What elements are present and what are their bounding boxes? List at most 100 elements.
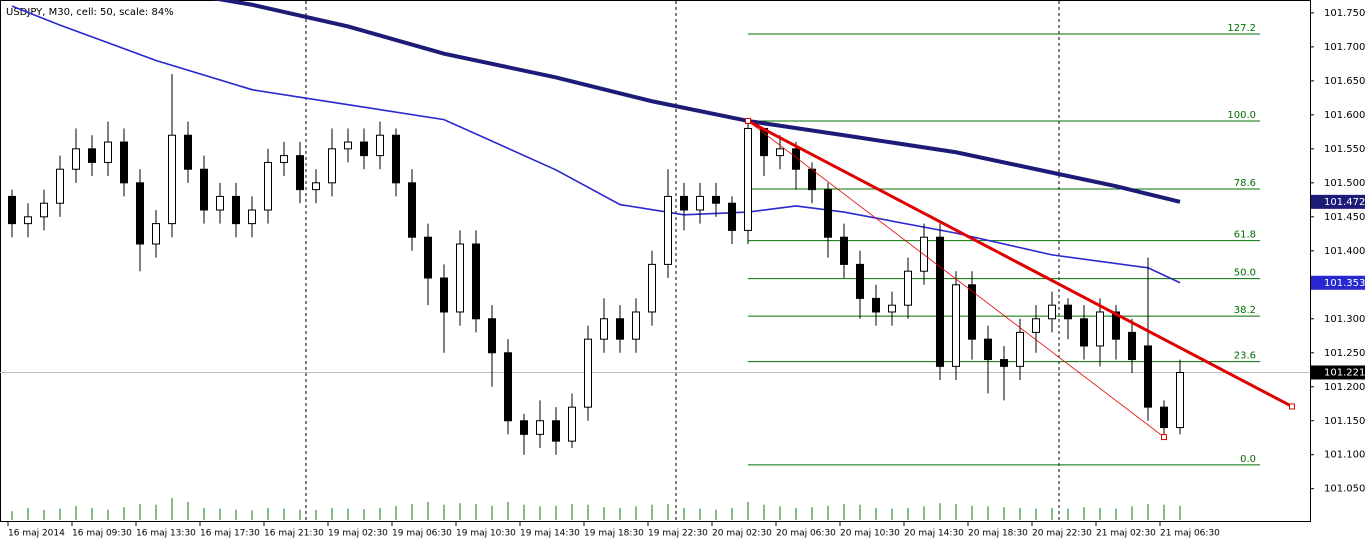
fib-label: 38.2 <box>1234 305 1256 316</box>
fib-label: 61.8 <box>1234 230 1256 241</box>
candle-body <box>168 134 176 225</box>
price-box <box>1311 365 1365 380</box>
candle-body <box>1032 318 1040 333</box>
x-tick-label: 16 maj 21:30 <box>264 529 324 539</box>
candle-body <box>232 195 240 225</box>
candle-body <box>808 168 816 191</box>
x-tick-label: 16 maj 09:30 <box>72 529 132 539</box>
x-tick-label: 21 maj 06:30 <box>1160 529 1220 539</box>
candle-body <box>136 182 144 245</box>
price-box-label: 101.353 <box>1324 278 1365 289</box>
candle-body <box>1112 311 1120 340</box>
y-tick-label: 101.050 <box>1324 484 1365 495</box>
candle-body <box>792 148 800 170</box>
trendline-anchor <box>1289 403 1295 410</box>
candle-body <box>1144 345 1152 408</box>
candle-body <box>152 223 160 245</box>
candle-body <box>1080 318 1088 347</box>
candle-body <box>296 155 304 191</box>
fib-label: 0.0 <box>1240 454 1256 465</box>
candle-body <box>184 134 192 170</box>
x-tick-label: 16 maj 17:30 <box>200 529 260 539</box>
fib-label: 23.6 <box>1234 351 1256 362</box>
y-tick-label: 101.600 <box>1324 110 1365 121</box>
candle-body <box>264 161 272 211</box>
y-tick-label: 101.650 <box>1324 76 1365 87</box>
candle-body <box>472 243 480 320</box>
x-tick-label: 20 maj 14:30 <box>904 529 964 539</box>
candle-body <box>392 134 400 184</box>
candle-body <box>776 148 784 157</box>
x-tick-label: 19 maj 06:30 <box>392 529 452 539</box>
candle-body <box>840 236 848 265</box>
price-box <box>1311 194 1365 209</box>
candle-body <box>824 189 832 238</box>
y-tick-label: 101.300 <box>1324 314 1365 325</box>
y-tick-label: 101.550 <box>1324 144 1365 155</box>
x-tick-label: 19 maj 18:30 <box>584 529 644 539</box>
candle-body <box>216 195 224 211</box>
candle-body <box>616 318 624 340</box>
y-tick-label: 101.750 <box>1324 8 1365 19</box>
x-tick-label: 20 maj 22:30 <box>1032 529 1092 539</box>
plot-frame <box>0 0 1311 522</box>
candle-body <box>696 195 704 211</box>
candle-body <box>568 406 576 442</box>
candle-body <box>72 148 80 170</box>
candle-body <box>600 318 608 340</box>
candle-body <box>440 277 448 313</box>
candle-body <box>328 148 336 184</box>
candle-body <box>952 284 960 367</box>
candle-body <box>1160 406 1168 429</box>
candle-body <box>504 352 512 422</box>
candle-body <box>24 216 32 225</box>
fib-label: 127.2 <box>1227 23 1256 34</box>
candle-body <box>120 141 128 184</box>
fib-label: 50.0 <box>1234 268 1256 279</box>
candle-body <box>744 127 752 231</box>
y-tick-label: 101.400 <box>1324 246 1365 257</box>
candle-body <box>712 195 720 204</box>
candle-body <box>1064 304 1072 320</box>
moving-average <box>11 5 1181 284</box>
fib-label: 78.6 <box>1234 178 1256 189</box>
candle-body <box>376 134 384 157</box>
chart-title: USDJPY, M30, cell: 50, scale: 84% <box>6 7 174 18</box>
candle-body <box>760 127 768 157</box>
x-tick-label: 21 maj 02:30 <box>1096 529 1156 539</box>
candle-body <box>88 148 96 163</box>
y-tick-label: 101.250 <box>1324 348 1365 359</box>
candle-body <box>1176 371 1184 429</box>
y-tick-label: 101.500 <box>1324 178 1365 189</box>
trendline <box>747 119 1293 408</box>
candle-body <box>1048 304 1056 320</box>
candle-body <box>632 311 640 340</box>
candle-body <box>968 284 976 340</box>
candle-body <box>56 168 64 204</box>
candle-body <box>904 270 912 306</box>
candle-body <box>584 338 592 408</box>
x-tick-label: 16 maj 2014 <box>8 529 65 539</box>
candle-body <box>936 236 944 367</box>
fib-label: 100.0 <box>1227 110 1256 121</box>
x-tick-label: 16 maj 13:30 <box>136 529 196 539</box>
candle-body <box>872 297 880 313</box>
price-box <box>1311 275 1365 290</box>
candle-body <box>248 209 256 225</box>
x-tick-label: 20 maj 10:30 <box>840 529 900 539</box>
candle-body <box>8 195 16 225</box>
candle-body <box>856 263 864 299</box>
candle-body <box>1016 331 1024 367</box>
x-tick-label: 19 maj 22:30 <box>648 529 708 539</box>
candle-body <box>664 195 672 265</box>
candle-body <box>344 141 352 150</box>
candle-body <box>200 168 208 211</box>
candle-body <box>1000 359 1008 367</box>
candle-body <box>456 243 464 313</box>
moving-average <box>212 0 1181 204</box>
candle-body <box>408 182 416 238</box>
y-tick-label: 101.450 <box>1324 212 1365 223</box>
candle-body <box>280 155 288 163</box>
x-tick-label: 19 maj 14:30 <box>520 529 580 539</box>
